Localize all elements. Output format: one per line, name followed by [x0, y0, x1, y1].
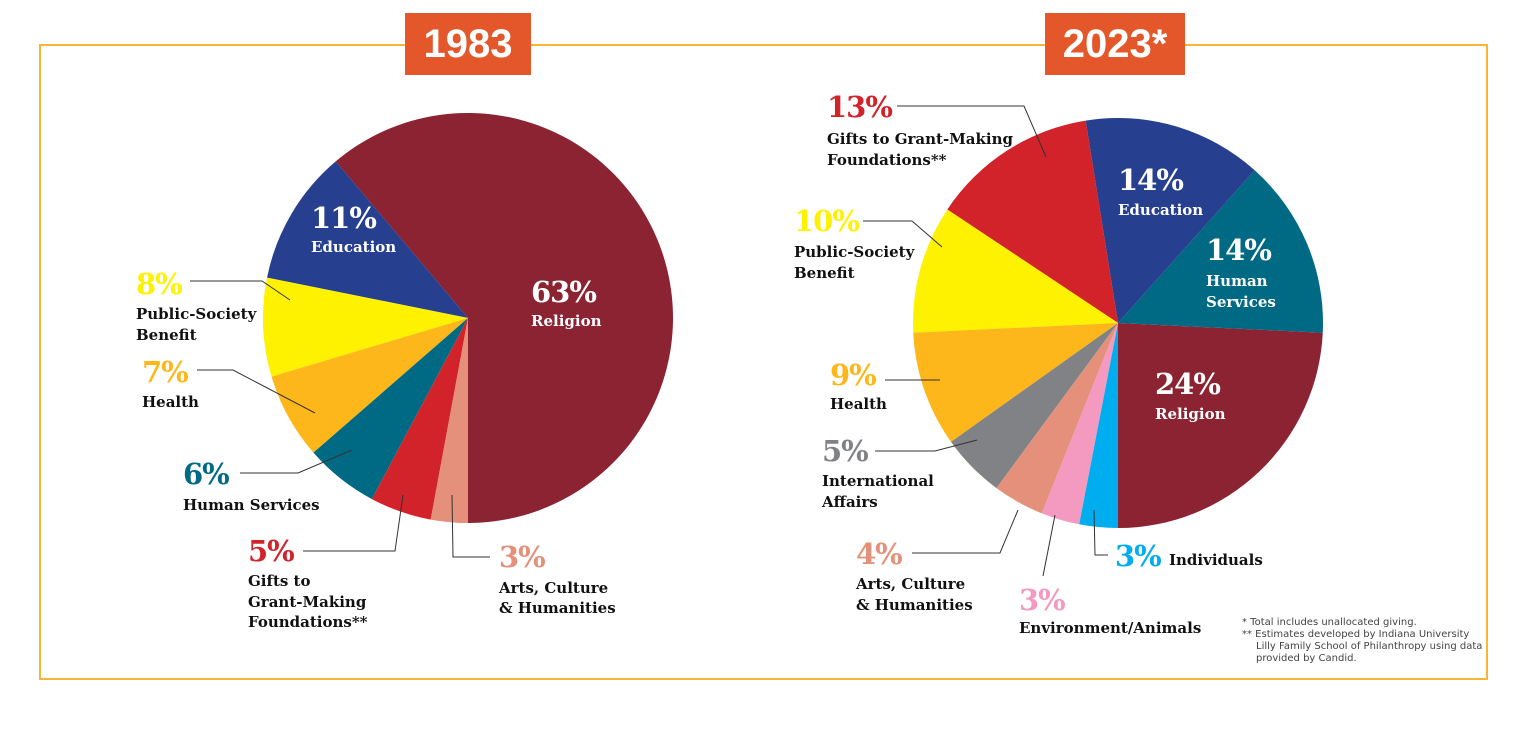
- data-label-pct: 5%: [248, 534, 295, 568]
- data-label: Public-Society: [794, 243, 915, 261]
- leader-line: [1093, 509, 1108, 556]
- footnote: * Total includes unallocated giving.: [1242, 617, 1417, 628]
- data-label: Religion: [531, 312, 602, 330]
- data-label: Gifts to Grant-Making: [827, 130, 1014, 148]
- pie-slice-arts-culture-humanities: [430, 318, 468, 523]
- data-label: Benefit: [794, 264, 855, 282]
- leader-line: [190, 280, 291, 301]
- data-label: Foundations**: [248, 613, 368, 631]
- data-label: Human: [1206, 272, 1268, 290]
- data-label-pct: 3%: [1019, 583, 1066, 617]
- leader-line: [303, 494, 404, 552]
- pie-slice-arts-culture-humanities: [996, 323, 1118, 514]
- pie-slice-religion: [1118, 323, 1323, 528]
- data-label-pct: 11%: [311, 201, 377, 235]
- leader-line: [912, 509, 1019, 554]
- pie-slice-health: [913, 323, 1118, 442]
- pie-slice-religion: [335, 113, 673, 523]
- footnote: ** Estimates developed by Indiana Univer…: [1242, 629, 1470, 640]
- pie-2023: [913, 118, 1323, 528]
- pie-slice-gifts-to-grant-making-foundations: [371, 318, 468, 520]
- leader-line: [863, 220, 943, 248]
- data-label-pct: 13%: [827, 90, 893, 124]
- data-label: Foundations**: [827, 151, 947, 169]
- data-label: & Humanities: [856, 596, 973, 614]
- data-label: Gifts to: [248, 572, 311, 590]
- data-label: & Humanities: [499, 599, 616, 617]
- data-label: Environment/Animals: [1019, 619, 1202, 637]
- data-label: Religion: [1155, 405, 1226, 423]
- leader-line: [1042, 514, 1056, 577]
- pie-slice-public-society-benefit: [913, 209, 1118, 333]
- data-label: Arts, Culture: [856, 575, 966, 593]
- leader-line: [875, 439, 978, 452]
- data-label-pct: 8%: [136, 267, 183, 301]
- leader-line: [197, 369, 316, 414]
- data-label: Health: [142, 393, 199, 411]
- pie-slice-education: [1085, 118, 1255, 323]
- data-label-pct: 10%: [794, 204, 860, 238]
- data-label: Arts, Culture: [499, 579, 609, 597]
- leader-line: [451, 494, 490, 558]
- data-label-pct: 3%: [499, 540, 546, 574]
- data-label: Affairs: [822, 493, 878, 511]
- data-label: Education: [1118, 201, 1204, 219]
- chart-frame: [39, 44, 1488, 680]
- pie-slice-environment-animals: [1041, 323, 1118, 525]
- data-label: Human Services: [183, 496, 320, 514]
- data-label-pct: 7%: [142, 355, 189, 389]
- pie-slice-health: [271, 318, 468, 453]
- leader-line: [240, 449, 353, 474]
- pie-slice-individuals: [1079, 323, 1118, 528]
- pie-1983: [263, 113, 673, 523]
- footnotes: * Total includes unallocated giving. ** …: [1242, 617, 1482, 665]
- data-label: Public-Society: [136, 305, 257, 323]
- data-label-pct: 9%: [830, 358, 877, 392]
- data-label-pct: 4%: [856, 537, 903, 571]
- pie-slice-international-affairs: [951, 323, 1118, 489]
- footnote: provided by Candid.: [1256, 653, 1357, 664]
- data-label: Services: [1206, 293, 1276, 311]
- pie-slice-gifts-to-grant-making-foundations: [947, 120, 1118, 323]
- pie-slice-education: [267, 161, 468, 318]
- data-label-pct: 14%: [1206, 233, 1272, 267]
- data-label: Individuals: [1169, 551, 1263, 569]
- data-label: Benefit: [136, 326, 197, 344]
- data-label: Health: [830, 395, 887, 413]
- pie-slice-human-services: [313, 318, 468, 500]
- pie-slice-human-services: [1118, 170, 1323, 333]
- data-label-pct: 6%: [183, 457, 230, 491]
- data-label: Education: [311, 238, 397, 256]
- data-label-pct: 63%: [531, 275, 597, 309]
- pie-slice-public-society-benefit: [263, 277, 468, 377]
- data-label-pct: 24%: [1155, 367, 1221, 401]
- data-label: International: [822, 472, 934, 490]
- data-label-pct: 3%: [1115, 539, 1162, 573]
- leader-line: [897, 105, 1047, 158]
- leader-lines: [190, 105, 1108, 577]
- title-1983: 1983: [405, 13, 531, 75]
- footnote: Lilly Family School of Philanthropy usin…: [1256, 641, 1483, 652]
- data-label: Grant-Making: [248, 593, 367, 611]
- data-label-pct: 5%: [822, 434, 869, 468]
- data-label-pct: 14%: [1118, 163, 1184, 197]
- title-2023: 2023*: [1045, 13, 1185, 75]
